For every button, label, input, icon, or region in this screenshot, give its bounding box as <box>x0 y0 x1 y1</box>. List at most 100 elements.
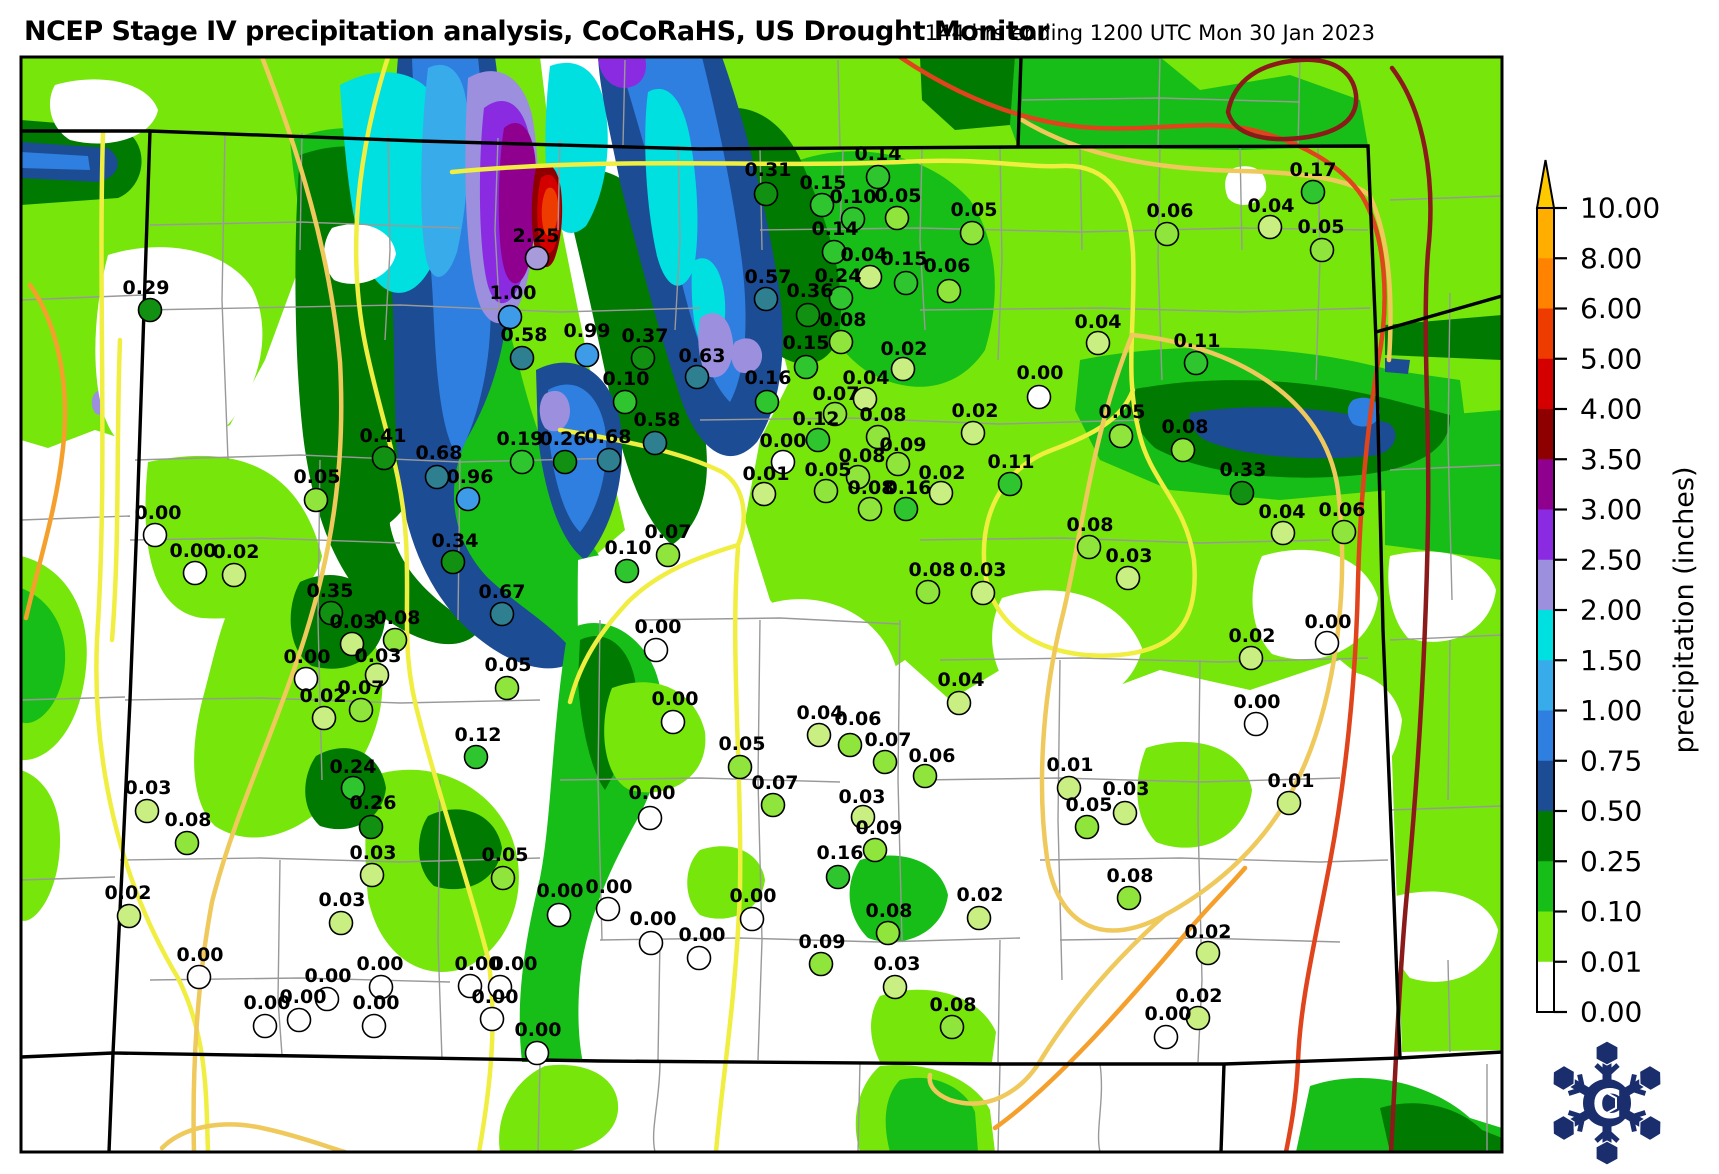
county-line <box>21 876 116 881</box>
station-value-label: 0.00 <box>135 502 182 524</box>
station-marker <box>524 245 550 271</box>
station-marker <box>808 951 834 977</box>
station-value-label: 0.12 <box>793 408 840 430</box>
station-marker <box>1257 214 1283 240</box>
station-value-label: 0.01 <box>1268 770 1315 792</box>
county-line <box>1157 57 1161 148</box>
precip-area <box>111 943 242 1029</box>
station-marker <box>770 449 796 475</box>
station-marker <box>1300 179 1326 205</box>
station-marker <box>884 205 910 231</box>
station-marker <box>753 286 779 312</box>
station-value-label: 0.08 <box>165 809 212 831</box>
state-border <box>107 1052 115 1152</box>
county-line <box>657 939 661 1061</box>
county-line <box>21 696 126 701</box>
precip-area <box>871 989 996 1062</box>
snowflake-twig <box>1605 1129 1620 1143</box>
station-value-label: 0.58 <box>501 324 548 346</box>
colorbar-segment <box>1537 811 1554 862</box>
station-marker <box>221 562 247 588</box>
drought-contour <box>94 130 211 1152</box>
station-marker <box>186 964 212 990</box>
station-marker <box>939 1014 965 1040</box>
county-line <box>457 459 461 621</box>
colorbar-segment <box>1537 760 1554 812</box>
state-border <box>1375 294 1502 334</box>
station-value-label: 0.03 <box>960 559 1007 581</box>
precip-area <box>849 855 948 943</box>
county-line <box>537 1061 541 1152</box>
station-marker <box>182 560 208 586</box>
station-marker <box>1153 1024 1179 1050</box>
colorbar-segment <box>1537 509 1554 561</box>
drought-contour <box>23 282 68 621</box>
station-value-label: 0.07 <box>645 521 692 543</box>
station-value-label: 0.04 <box>1075 311 1122 333</box>
logo-letter: C <box>1592 1082 1621 1128</box>
station-value-label: 0.58 <box>634 409 681 431</box>
station-value-label: 0.08 <box>1067 514 1114 536</box>
county-line <box>384 134 391 341</box>
station-marker <box>825 864 851 890</box>
station-value-label: 0.10 <box>605 537 652 559</box>
station-value-label: 0.03 <box>355 645 402 667</box>
station-value-label: 0.02 <box>1176 985 1223 1007</box>
precip-area <box>1385 358 1410 374</box>
station-marker <box>828 285 854 311</box>
station-value-label: 0.04 <box>1248 195 1295 217</box>
station-marker <box>311 705 337 731</box>
station-marker <box>890 356 916 382</box>
station-marker <box>997 471 1023 497</box>
valid-time-label: 144 hrs ending 1200 UTC Mon 30 Jan 2023 <box>924 21 1375 45</box>
station-marker <box>837 732 863 758</box>
station-marker <box>552 449 578 475</box>
station-value-label: 0.02 <box>919 462 966 484</box>
station-marker <box>596 447 622 473</box>
station-value-label: 1.00 <box>490 282 537 304</box>
county-line <box>1239 146 1243 251</box>
station-value-label: 0.33 <box>1220 459 1267 481</box>
station-value-label: 0.08 <box>839 445 886 467</box>
colorbar-axis-label: precipitation (inches) <box>1669 467 1700 754</box>
station-value-label: 0.16 <box>817 842 864 864</box>
county-line <box>129 537 401 544</box>
station-value-label: 0.10 <box>603 368 650 390</box>
colorbar-tick-label: 0.50 <box>1580 795 1642 828</box>
station-marker <box>252 1013 278 1039</box>
county-line <box>1389 464 1502 471</box>
station-marker <box>686 945 712 971</box>
station-marker <box>359 862 385 888</box>
station-marker <box>970 580 996 606</box>
station-value-label: 0.00 <box>1017 362 1064 384</box>
colorbar-segment <box>1537 610 1554 661</box>
snowflake-twig <box>1630 1086 1647 1096</box>
county-line <box>837 59 841 149</box>
station-value-label: 0.05 <box>294 466 341 488</box>
snowflake-twig <box>1594 1063 1609 1077</box>
station-marker <box>358 814 384 840</box>
county-line <box>1021 97 1301 103</box>
station-marker <box>614 558 640 584</box>
station-value-label: 0.10 <box>830 186 877 208</box>
station-value-label: 0.63 <box>679 345 726 367</box>
county-lines-layer <box>21 57 1502 1152</box>
precip-area <box>731 338 763 374</box>
station-value-label: 0.00 <box>491 953 538 975</box>
precip-area <box>1252 549 1378 660</box>
station-marker <box>455 486 481 512</box>
station-value-label: 0.16 <box>885 477 932 499</box>
station-marker <box>479 1006 505 1032</box>
precip-area <box>698 312 734 378</box>
precip-area <box>687 846 765 919</box>
snowflake-twig <box>1577 1116 1586 1133</box>
station-marker <box>286 1007 312 1033</box>
drought-contour <box>992 865 1248 1131</box>
colorbar-segment <box>1537 258 1554 309</box>
station-value-label: 0.05 <box>485 654 532 676</box>
station-value-label: 0.06 <box>1319 499 1366 521</box>
precip-area <box>645 88 698 286</box>
precip-area <box>21 588 66 724</box>
station-value-label: 0.00 <box>586 876 633 898</box>
